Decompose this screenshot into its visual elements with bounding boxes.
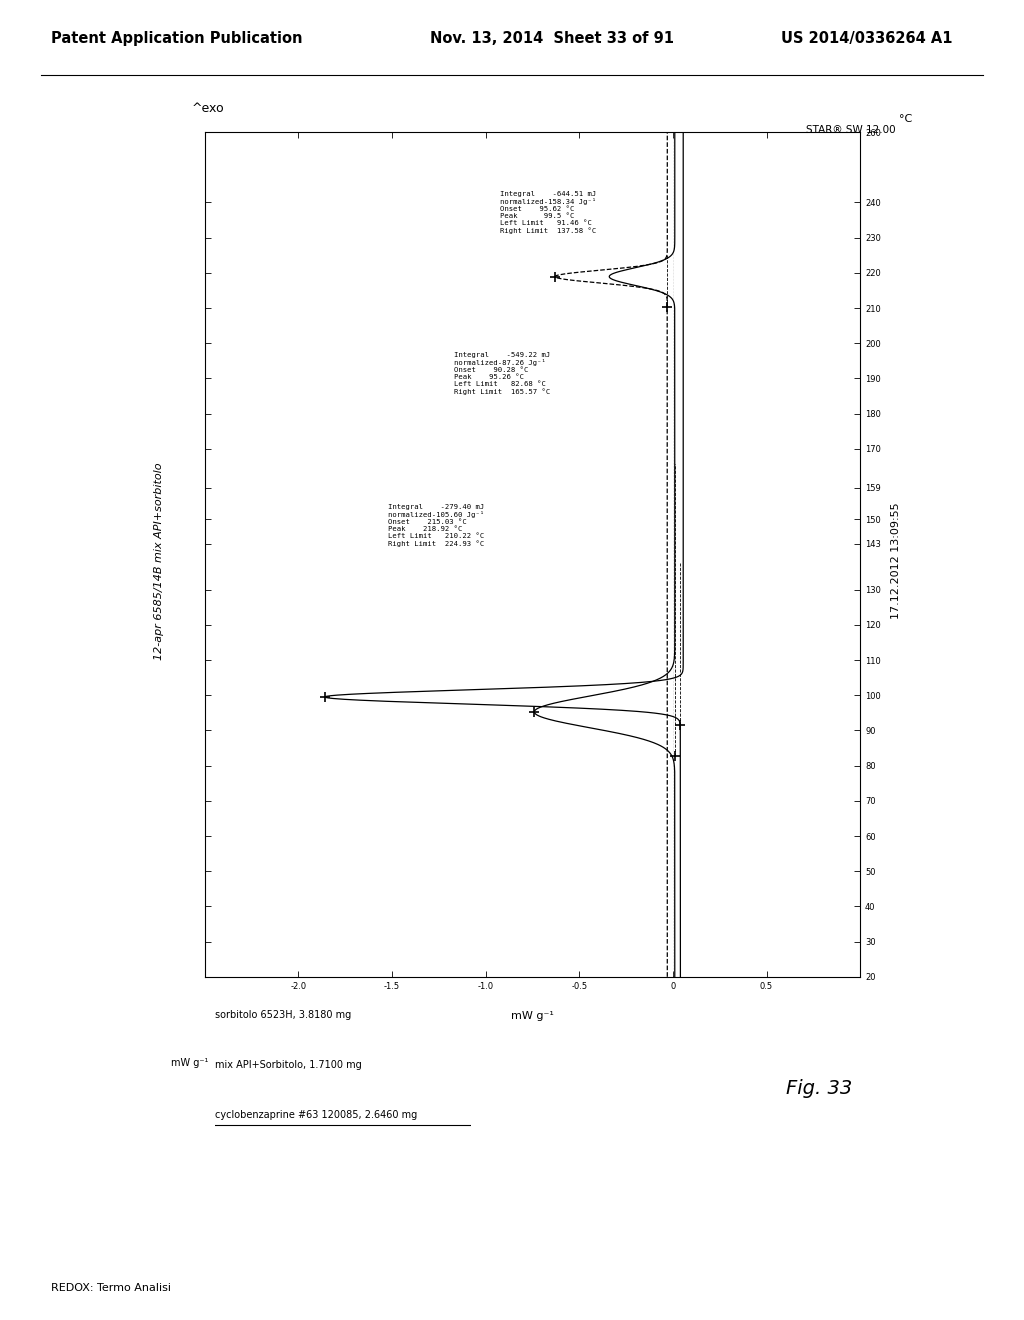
Text: US 2014/0336264 A1: US 2014/0336264 A1 bbox=[781, 32, 952, 46]
Text: STAR® SW 12.00: STAR® SW 12.00 bbox=[806, 125, 896, 136]
Text: sorbitolo 6523H, 3.8180 mg: sorbitolo 6523H, 3.8180 mg bbox=[215, 1010, 351, 1020]
Text: REDOX: Termo Analisi: REDOX: Termo Analisi bbox=[51, 1283, 171, 1294]
Text: Patent Application Publication: Patent Application Publication bbox=[51, 32, 303, 46]
Text: Integral    -644.51 mJ
normalized-158.34 Jg⁻¹
Onset    95.62 °C
Peak      99.5 °: Integral -644.51 mJ normalized-158.34 Jg… bbox=[500, 191, 596, 234]
Text: mW g⁻¹: mW g⁻¹ bbox=[171, 1057, 208, 1068]
Text: mW g⁻¹: mW g⁻¹ bbox=[511, 1011, 554, 1020]
Text: ^exo: ^exo bbox=[191, 102, 224, 115]
Text: cyclobenzaprine #63 120085, 2.6460 mg: cyclobenzaprine #63 120085, 2.6460 mg bbox=[215, 1110, 418, 1121]
Text: Integral    -549.22 mJ
normalized-87.26 Jg⁻¹
Onset    90.28 °C
Peak    95.26 °C
: Integral -549.22 mJ normalized-87.26 Jg⁻… bbox=[454, 351, 550, 395]
Text: Integral    -279.40 mJ
normalized-105.60 Jg⁻¹
Onset    215.03 °C
Peak    218.92 : Integral -279.40 mJ normalized-105.60 Jg… bbox=[388, 504, 484, 546]
Text: Fig. 33: Fig. 33 bbox=[786, 1080, 852, 1098]
Text: Nov. 13, 2014  Sheet 33 of 91: Nov. 13, 2014 Sheet 33 of 91 bbox=[430, 32, 674, 46]
Text: 12-apr 6585/14B mix API+sorbitolo: 12-apr 6585/14B mix API+sorbitolo bbox=[154, 462, 164, 660]
Text: mix API+Sorbitolo, 1.7100 mg: mix API+Sorbitolo, 1.7100 mg bbox=[215, 1060, 361, 1071]
Text: °C: °C bbox=[899, 114, 912, 124]
Text: 17.12.2012 13:09:55: 17.12.2012 13:09:55 bbox=[891, 503, 901, 619]
